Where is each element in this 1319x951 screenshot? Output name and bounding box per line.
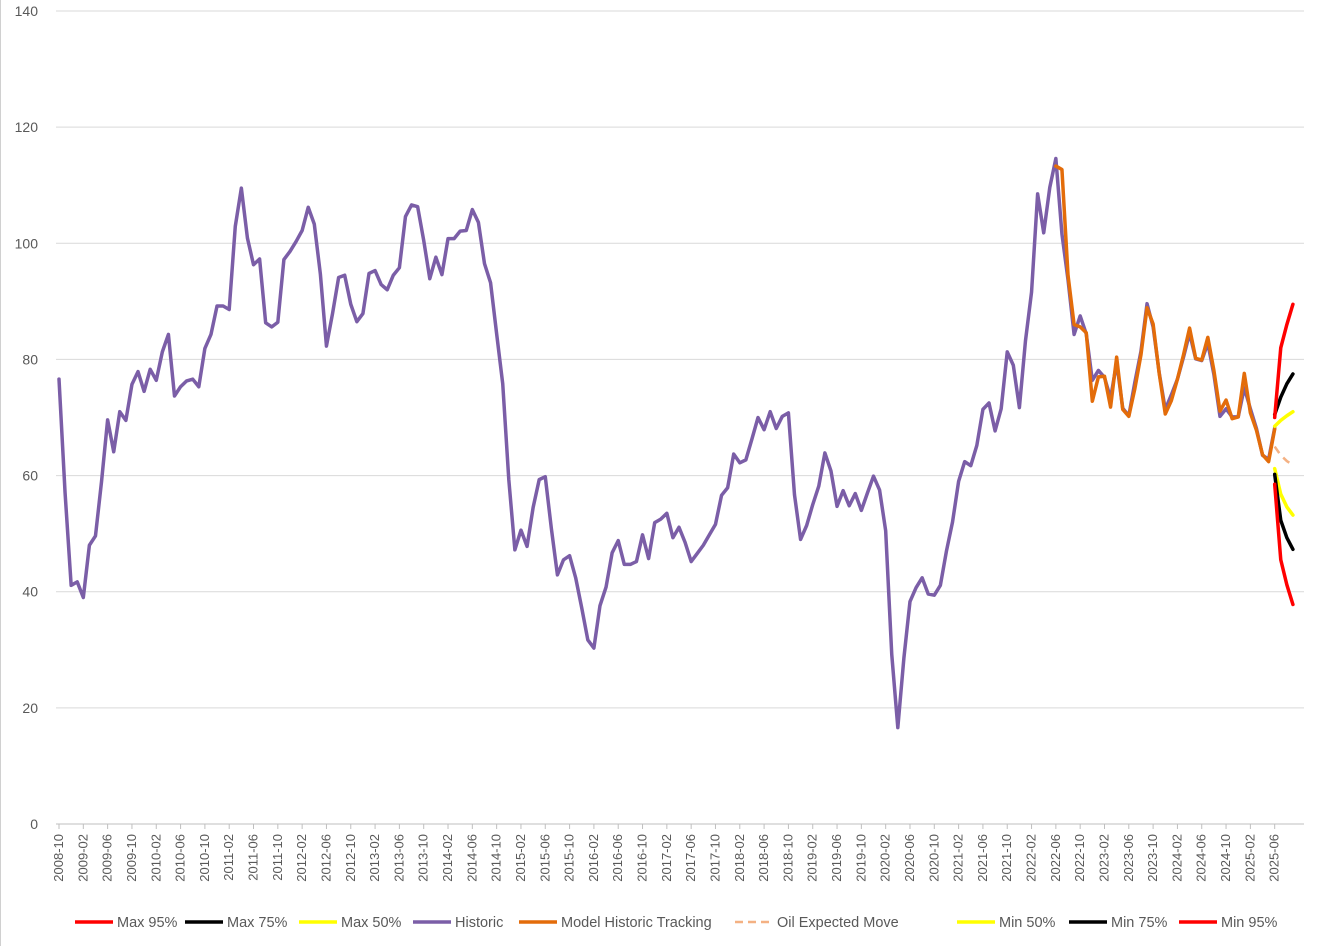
x-tick-label: 2022-02 [1024, 834, 1039, 882]
legend-label: Historic [455, 915, 503, 931]
x-tick-label: 2023-10 [1145, 834, 1160, 882]
gridlines [56, 10, 1304, 825]
x-tick-label: 2019-10 [853, 834, 868, 882]
legend-label: Min 95% [1221, 915, 1278, 931]
x-tick-label: 2025-02 [1242, 834, 1257, 882]
y-axis: 0 20 40 60 80 100 120 140 [15, 3, 39, 832]
x-tick-label: 2021-10 [999, 834, 1014, 882]
x-tick-label: 2009-10 [124, 834, 139, 882]
x-tick-label: 2017-06 [683, 834, 698, 882]
legend-label: Model Historic Tracking [561, 915, 712, 931]
x-tick-label: 2013-10 [416, 834, 431, 882]
y-tick-label: 40 [22, 584, 38, 600]
x-tick-label: 2022-06 [1048, 834, 1063, 882]
x-tick-label: 2011-02 [221, 834, 236, 881]
x-tick-label: 2017-10 [707, 834, 722, 882]
x-tick-label: 2015-10 [562, 834, 577, 882]
x-tick-label: 2023-06 [1121, 834, 1136, 882]
series-line-min-95 [1272, 482, 1295, 607]
x-tick-label: 2012-06 [318, 834, 333, 882]
series-line-oil-expected-move [1273, 445, 1294, 467]
y-tick-label: 0 [30, 816, 38, 832]
series-group [57, 156, 1295, 730]
legend-label: Max 50% [341, 915, 402, 931]
legend-label: Max 95% [117, 915, 178, 931]
x-tick-label: 2022-10 [1072, 834, 1087, 882]
y-tick-label: 120 [15, 119, 39, 135]
x-tick-label: 2015-02 [513, 834, 528, 882]
x-tick-label: 2014-10 [489, 834, 504, 882]
x-tick-label: 2020-06 [902, 834, 917, 882]
x-tick-label: 2013-06 [391, 834, 406, 882]
x-tick-label: 2011-10 [270, 834, 285, 881]
series-line-min-50 [1272, 466, 1295, 517]
series-line-max-95 [1272, 302, 1295, 420]
x-tick-label: 2010-10 [197, 834, 212, 882]
x-axis: 2008-10 2009-02 2009-06 2009-10 2010-02 2010-… [51, 824, 1282, 882]
x-tick-label: 2010-06 [173, 834, 188, 882]
x-tick-label: 2013-02 [367, 834, 382, 882]
x-tick-label: 2014-02 [440, 834, 455, 882]
x-tick-label: 2009-06 [100, 834, 115, 882]
x-tick-label: 2012-10 [343, 834, 358, 882]
x-tick-label: 2021-02 [951, 834, 966, 882]
x-tick-label: 2016-02 [586, 834, 601, 882]
x-tick-label: 2018-06 [756, 834, 771, 882]
series-line-max-75 [1272, 372, 1295, 417]
x-tick-label: 2021-06 [975, 834, 990, 882]
x-tick-label: 2017-02 [659, 834, 674, 882]
x-tick-label: 2016-10 [635, 834, 650, 882]
y-tick-label: 140 [15, 3, 39, 19]
x-tick-label: 2023-02 [1096, 834, 1111, 882]
x-tick-label: 2010-02 [148, 834, 163, 882]
y-tick-label: 100 [15, 235, 39, 251]
x-tick-label: 2024-02 [1169, 834, 1184, 882]
y-tick-label: 60 [22, 468, 38, 484]
legend-label: Max 75% [227, 915, 288, 931]
x-tick-label: 2025-06 [1267, 834, 1282, 882]
x-tick-label: 2024-10 [1218, 834, 1233, 882]
series-line-min-75 [1272, 472, 1295, 552]
x-tick-label: 2024-06 [1194, 834, 1209, 882]
x-tick-label: 2020-10 [926, 834, 941, 882]
legend-label: Min 75% [1111, 915, 1168, 931]
x-tick-label: 2019-06 [829, 834, 844, 882]
x-tick-label: 2015-06 [537, 834, 552, 882]
x-tick-label: 2018-02 [732, 834, 747, 882]
x-tick-label: 2014-06 [464, 834, 479, 882]
legend-label: Min 50% [999, 915, 1056, 931]
x-tick-label: 2008-10 [51, 834, 66, 882]
x-tick-label: 2016-06 [610, 834, 625, 882]
x-tick-label: 2019-02 [805, 834, 820, 882]
x-tick-label: 2018-10 [780, 834, 795, 882]
series-line-model-historic-tracking [1054, 164, 1277, 464]
y-tick-label: 20 [22, 700, 38, 716]
y-tick-label: 80 [22, 351, 38, 367]
x-tick-label: 2012-02 [294, 834, 309, 882]
legend: Max 95% Max 75% Max 50% Historic Model Histo… [75, 915, 1278, 931]
x-tick-label: 2011-06 [246, 834, 261, 881]
x-tick-label: 2009-02 [75, 834, 90, 882]
x-tick-label: 2020-02 [878, 834, 893, 882]
series-line-max-50 [1272, 409, 1295, 428]
legend-label: Oil Expected Move [777, 915, 899, 931]
